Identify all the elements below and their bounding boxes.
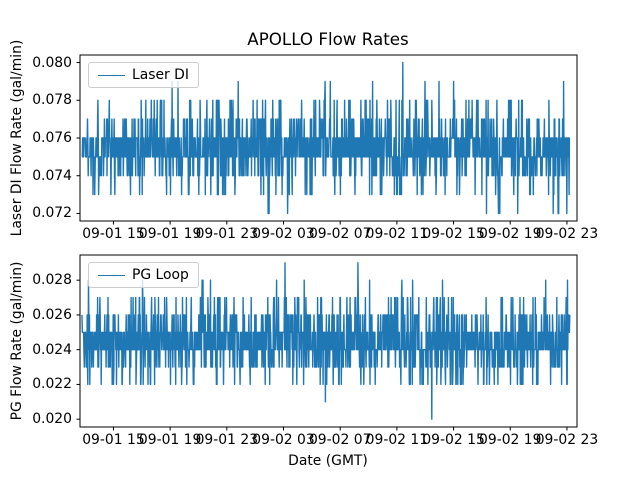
- y-tick-label: 0.080: [32, 54, 72, 71]
- chart-title: APOLLO Flow Rates: [247, 29, 409, 49]
- x-tick-label: 09-01 23: [195, 226, 259, 242]
- x-axis-label: Date (GMT): [288, 453, 368, 469]
- y-tick-label: 0.078: [32, 92, 72, 109]
- x-tick-label: 09-02 23: [535, 432, 599, 448]
- laser-di-series-line: [81, 61, 571, 215]
- y-tick-label: 0.020: [32, 411, 72, 428]
- legend-pg-loop: PG Loop: [88, 262, 199, 288]
- x-tick-label: 09-02 23: [535, 226, 599, 242]
- x-tick-label: 09-02 19: [479, 226, 542, 242]
- x-tick-label: 09-01 19: [138, 226, 202, 242]
- x-tick-label: 09-02 11: [365, 432, 429, 448]
- y-tick-label: 0.028: [32, 272, 72, 289]
- x-tick-label: 09-01 15: [82, 432, 145, 448]
- laser-di-legend-line-swatch: [98, 74, 125, 76]
- x-tick-label: 09-01 19: [138, 432, 202, 448]
- x-tick-label: 09-02 15: [422, 432, 485, 448]
- legend-label-laser-di: Laser DI: [132, 67, 189, 83]
- x-tick-label: 09-02 03: [252, 432, 315, 448]
- x-tick-label: 09-02 15: [422, 226, 485, 242]
- x-tick-label: 09-01 23: [195, 432, 259, 448]
- pg-loop-legend-line-swatch: [98, 274, 125, 276]
- y-tick-label: 0.072: [32, 205, 72, 222]
- x-tick-label: 09-02 19: [479, 432, 542, 448]
- x-tick-label: 09-02 07: [308, 432, 372, 448]
- y-tick-label: 0.026: [32, 306, 72, 323]
- y-tick-label: 0.074: [32, 167, 72, 184]
- legend-laser-di: Laser DI: [88, 62, 199, 88]
- x-tick-label: 09-02 11: [365, 226, 429, 242]
- x-tick-label: 09-02 07: [308, 226, 372, 242]
- axes-spines: [79, 254, 578, 428]
- x-tick-label: 09-01 15: [82, 226, 145, 242]
- y-tick-label: 0.076: [32, 130, 72, 146]
- legend-label-pg-loop: PG Loop: [132, 267, 189, 283]
- y-tick-label: 0.022: [32, 376, 72, 393]
- x-tick-label: 09-02 03: [252, 226, 315, 242]
- pg-loop-series-line: [81, 262, 571, 420]
- y-tick-label: 0.024: [32, 341, 72, 358]
